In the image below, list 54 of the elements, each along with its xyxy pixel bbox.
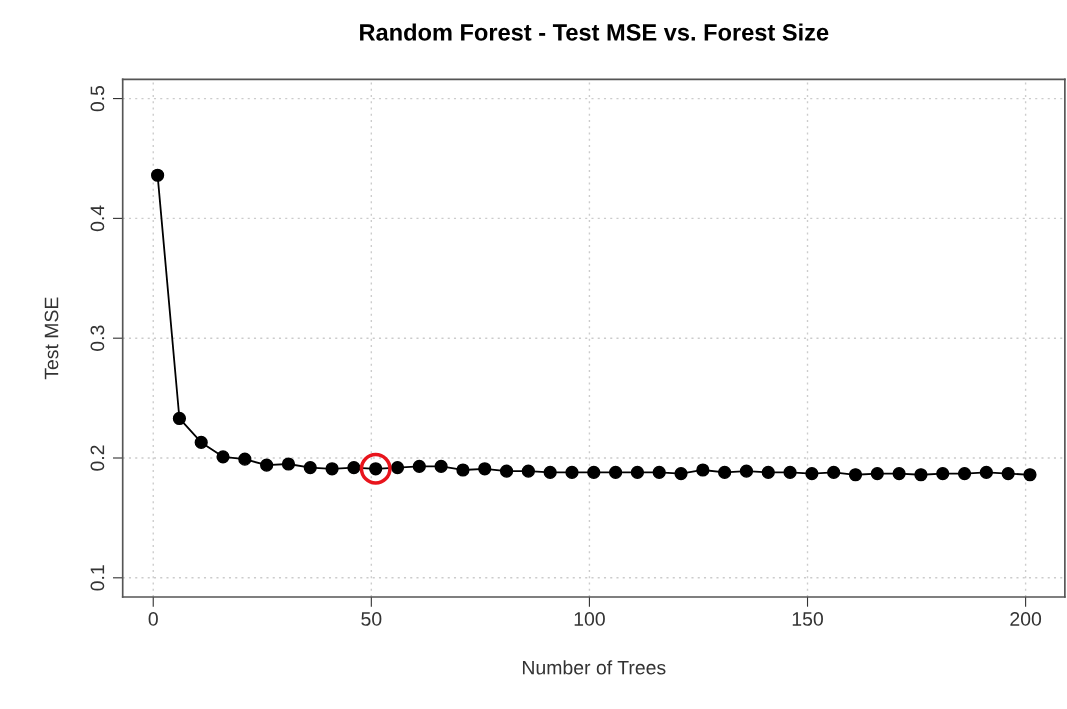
- y-tick-label: 0.1: [90, 565, 105, 591]
- point: [674, 466, 688, 481]
- point: [390, 460, 405, 475]
- point: [783, 465, 797, 479]
- point: [761, 465, 775, 479]
- point: [805, 466, 819, 481]
- point: [565, 465, 579, 479]
- point: [630, 465, 645, 479]
- x-tick-label: 50: [361, 612, 382, 626]
- point: [281, 457, 296, 471]
- point: [652, 465, 666, 479]
- point: [412, 459, 426, 473]
- point: [478, 462, 492, 476]
- x-tick-label: 0: [148, 612, 158, 626]
- x-tick-label: 150: [792, 612, 823, 626]
- x-tick-label: 100: [574, 612, 605, 626]
- point: [216, 450, 230, 464]
- y-tick-label: 0.4: [90, 205, 105, 232]
- point: [892, 466, 906, 481]
- x-axis-title: Number of Trees: [522, 660, 666, 675]
- point: [1001, 466, 1015, 481]
- point: [521, 464, 535, 478]
- point: [325, 462, 339, 476]
- point: [456, 463, 470, 477]
- y-tick-label: 0.3: [90, 325, 105, 351]
- x-tick-label: 200: [1010, 612, 1042, 626]
- point: [359, 452, 392, 485]
- point: [172, 411, 187, 426]
- point: [608, 465, 623, 479]
- chart-title: Random Forest - Test MSE vs. Forest Size: [360, 23, 829, 41]
- point: [347, 460, 361, 475]
- point: [718, 465, 732, 479]
- point: [696, 463, 710, 477]
- point: [260, 458, 274, 472]
- point: [434, 459, 448, 473]
- point: [151, 168, 165, 182]
- point: [870, 466, 884, 481]
- point: [587, 465, 601, 479]
- point: [194, 435, 208, 450]
- point: [936, 466, 950, 481]
- point: [303, 460, 317, 475]
- y-tick-label: 0.5: [90, 85, 105, 112]
- point: [957, 466, 972, 481]
- point: [979, 465, 993, 479]
- y-tick-label: 0.2: [90, 445, 105, 471]
- point: [914, 468, 928, 482]
- point: [739, 464, 754, 478]
- point: [543, 465, 557, 479]
- y-axis-title: Test MSE: [44, 297, 59, 380]
- point: [499, 464, 514, 478]
- point: [238, 452, 252, 466]
- point: [1023, 468, 1037, 482]
- point: [848, 468, 863, 482]
- point: [827, 465, 841, 479]
